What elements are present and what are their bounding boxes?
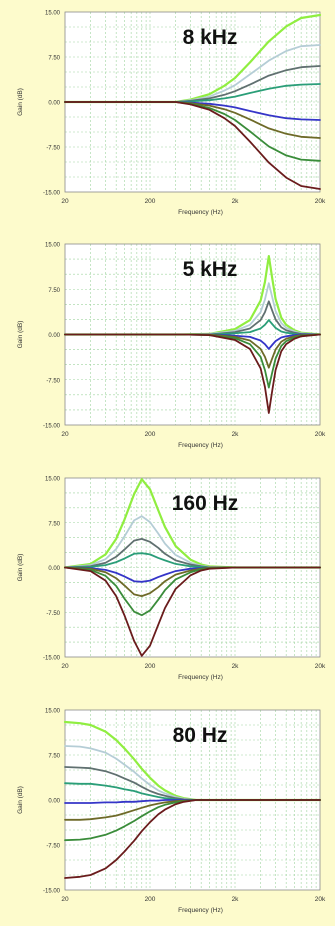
x-tick-label: 20 xyxy=(61,198,69,205)
chart-title: 80 Hz xyxy=(173,724,228,747)
y-tick-label: -15.00 xyxy=(43,191,61,197)
series-line xyxy=(64,566,321,657)
y-tick-label: -15.00 xyxy=(43,889,61,895)
x-axis-label: Frequency (Hz) xyxy=(178,674,223,681)
series-line xyxy=(64,333,321,414)
x-tick-label: 2k xyxy=(232,198,240,205)
y-tick-label: 0.00 xyxy=(48,333,60,339)
x-tick-label: 20k xyxy=(315,198,326,205)
y-tick-label: -15.00 xyxy=(43,424,61,430)
x-tick-label: 200 xyxy=(145,663,156,670)
y-tick-label: 15.00 xyxy=(45,709,61,715)
x-axis-label: Frequency (Hz) xyxy=(178,442,223,449)
y-tick-label: 15.00 xyxy=(45,243,61,249)
y-tick-label: 0.00 xyxy=(48,101,60,107)
y-axis-label: Gain (dB) xyxy=(17,88,24,116)
series-line xyxy=(64,799,321,879)
y-tick-label: 7.50 xyxy=(48,56,60,62)
y-tick-label: -7.50 xyxy=(46,378,60,384)
y-tick-label: 7.50 xyxy=(48,288,60,294)
x-tick-label: 20k xyxy=(315,896,326,903)
series-line xyxy=(64,101,321,190)
x-tick-label: 2k xyxy=(232,896,240,903)
y-tick-label: -7.50 xyxy=(46,611,60,617)
chart-title: 160 Hz xyxy=(172,492,239,515)
x-tick-label: 2k xyxy=(232,663,240,670)
x-tick-label: 20k xyxy=(315,431,326,438)
x-tick-label: 20 xyxy=(61,896,69,903)
x-tick-label: 20 xyxy=(61,431,69,438)
x-axis-label: Frequency (Hz) xyxy=(178,907,223,914)
y-tick-label: -7.50 xyxy=(46,146,60,152)
y-axis-label: Gain (dB) xyxy=(17,554,24,582)
x-tick-label: 20 xyxy=(61,663,69,670)
y-tick-label: 0.00 xyxy=(48,566,60,572)
y-tick-label: 15.00 xyxy=(45,11,61,17)
y-tick-label: -7.50 xyxy=(46,844,60,850)
x-axis-label: Frequency (Hz) xyxy=(178,209,223,216)
x-tick-label: 2k xyxy=(232,431,240,438)
y-axis-label: Gain (dB) xyxy=(17,786,24,814)
y-tick-label: 0.00 xyxy=(48,799,60,805)
y-tick-label: -15.00 xyxy=(43,656,61,662)
y-tick-label: 15.00 xyxy=(45,477,61,483)
x-tick-label: 200 xyxy=(145,198,156,205)
x-tick-label: 20k xyxy=(315,663,326,670)
chart-title: 5 kHz xyxy=(183,258,238,281)
y-tick-label: 7.50 xyxy=(48,521,60,527)
x-tick-label: 200 xyxy=(145,431,156,438)
y-tick-label: 7.50 xyxy=(48,754,60,760)
chart-title: 8 kHz xyxy=(183,26,238,49)
y-axis-label: Gain (dB) xyxy=(17,321,24,349)
x-tick-label: 200 xyxy=(145,896,156,903)
